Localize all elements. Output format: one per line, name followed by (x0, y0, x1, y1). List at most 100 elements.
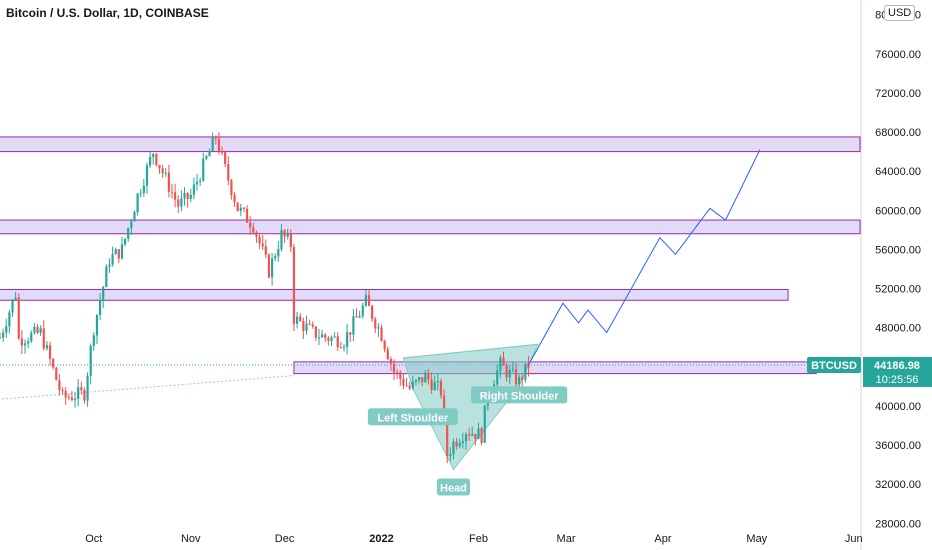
candle (364, 289, 367, 307)
candle-body (30, 332, 33, 342)
candle-body (58, 380, 61, 391)
candle (333, 332, 336, 339)
price-tick-label: 28000.00 (875, 518, 921, 530)
symbol-tag (807, 356, 861, 373)
candle-body (64, 390, 67, 398)
candle (249, 216, 252, 235)
candle (471, 426, 474, 437)
candle (214, 135, 217, 145)
head-label: Head (436, 478, 471, 496)
candle-body (23, 343, 27, 346)
candle (436, 373, 439, 391)
candle (224, 150, 227, 168)
candle-body (233, 195, 236, 203)
candle-body (299, 316, 302, 322)
candle-body (102, 287, 105, 301)
candle-body (283, 230, 286, 237)
candle (389, 356, 393, 371)
currency-badge[interactable]: USD (884, 5, 916, 21)
candle (83, 387, 86, 404)
candle (299, 313, 302, 322)
time-tick-label: Apr (654, 533, 671, 545)
candle (42, 320, 45, 351)
zone-4 (293, 361, 817, 375)
candle (258, 234, 261, 249)
candle-body (186, 192, 189, 199)
head-label-bg (436, 478, 471, 496)
candle-body (383, 340, 386, 350)
candle-body (139, 192, 142, 194)
candle (227, 156, 230, 186)
candle (242, 206, 246, 213)
candle (142, 179, 145, 197)
candle-layer (0, 132, 530, 464)
price-axis: 80000.0076000.0072000.0068000.0064000.00… (807, 0, 932, 550)
candle-body (449, 454, 452, 457)
price-tick-label: 36000.00 (875, 440, 921, 452)
candle (346, 323, 349, 355)
candle-body (189, 194, 192, 199)
candle-body (161, 168, 164, 174)
candle-body (311, 324, 314, 327)
candle (67, 393, 70, 400)
candle (336, 332, 339, 352)
candle (414, 379, 418, 386)
candle-body (42, 328, 45, 349)
candle (211, 132, 214, 152)
candle-body (477, 428, 480, 440)
candle (170, 183, 174, 199)
candle-body (39, 328, 42, 333)
price-tick-label: 72000.00 (875, 88, 921, 100)
candle-body (458, 443, 461, 447)
time-tick-label: May (746, 533, 767, 545)
candle-body (364, 295, 367, 306)
candle-body (152, 153, 155, 158)
candle-body (330, 337, 333, 341)
candle (349, 332, 352, 343)
candle-body (117, 249, 120, 259)
candle-body (389, 359, 393, 364)
candle (114, 247, 117, 255)
candle (205, 154, 208, 161)
candle-body (421, 377, 424, 383)
candle-body (205, 156, 208, 159)
candle (295, 311, 299, 329)
candle (189, 189, 192, 203)
candle (261, 235, 264, 250)
candle-body (264, 246, 267, 255)
candle-body (324, 334, 327, 339)
candle-body (258, 236, 261, 244)
candle-body (111, 254, 114, 265)
candle-body (474, 433, 477, 440)
candle (508, 364, 511, 385)
candle (483, 405, 486, 443)
time-tick-label: Oct (85, 533, 102, 545)
candle (314, 326, 317, 341)
candle-body (274, 256, 277, 259)
candle-body (464, 434, 468, 442)
candle (98, 293, 102, 321)
candle-body (236, 202, 239, 211)
candle (5, 318, 8, 338)
candle-body (142, 185, 145, 193)
candle-body (483, 405, 486, 443)
candle (199, 177, 202, 186)
candle-body (392, 363, 396, 373)
candle (186, 192, 189, 208)
candle-body (321, 334, 324, 338)
candle-body (177, 199, 180, 207)
candle (27, 337, 30, 349)
candle-body (317, 337, 321, 339)
candle (302, 317, 305, 339)
candle-body (502, 357, 505, 366)
candle (374, 316, 377, 333)
price-tick-label: 52000.00 (875, 284, 921, 296)
candle-body (371, 305, 374, 320)
candle (430, 372, 433, 394)
candle (464, 432, 468, 450)
time-tick-label: Jun (845, 533, 863, 545)
candle (192, 177, 195, 200)
candle (52, 357, 55, 370)
